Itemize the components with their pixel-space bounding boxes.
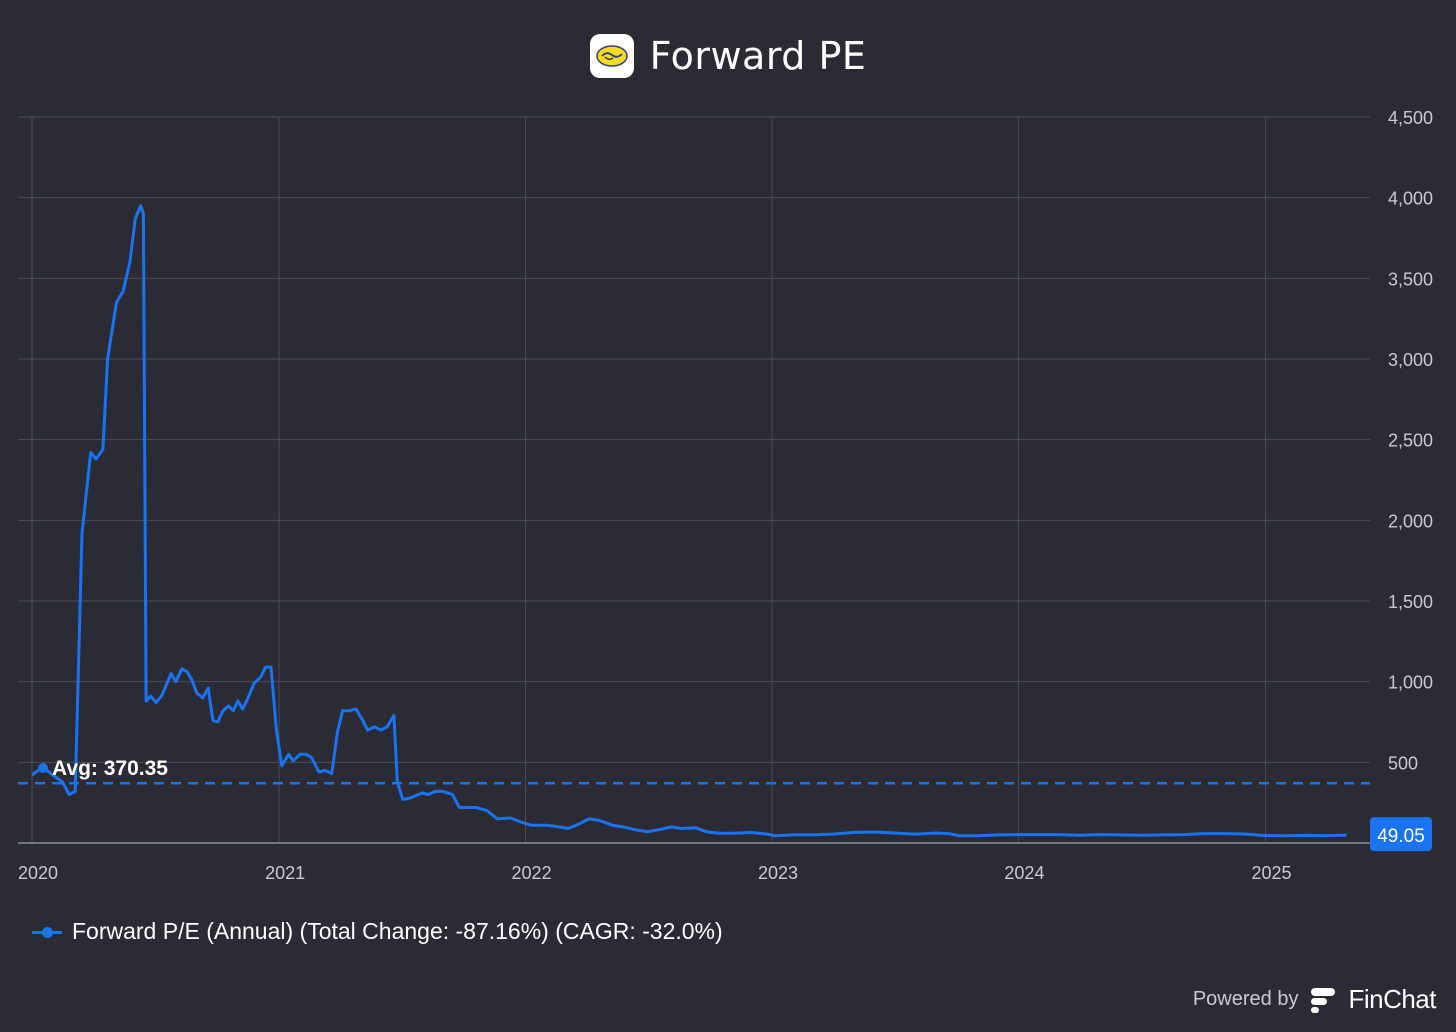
x-tick-label: 2020 (18, 863, 58, 883)
line-chart: 500 1,000 1,500 2,000 2,500 3,000 3,500 4,000 4,… (18, 108, 1433, 883)
last-value-badge (1370, 817, 1432, 852)
y-tick-label: 4,500 (1388, 108, 1433, 128)
chart-legend[interactable]: Forward P/E (Annual) (Total Change: -87.… (32, 918, 723, 945)
x-tick-label: 2021 (265, 863, 305, 883)
y-tick-label: 1,500 (1388, 592, 1433, 612)
y-tick-label: 500 (1388, 753, 1418, 773)
y-tick-label: 3,000 (1388, 350, 1433, 370)
x-tick-label: 2025 (1252, 863, 1292, 883)
finchat-logo-icon (1311, 987, 1336, 1013)
legend-line-marker-icon (32, 922, 62, 942)
y-tick-label: 2,000 (1388, 511, 1433, 531)
y-tick-label: 2,500 (1388, 431, 1433, 451)
y-tick-label: 4,000 (1388, 189, 1433, 209)
x-tick-label: 2023 (758, 863, 798, 883)
chart-title: Forward PE (649, 34, 867, 78)
chart-header: Forward PE (0, 34, 1456, 78)
x-tick-label: 2024 (1004, 863, 1044, 883)
average-dot (38, 763, 48, 773)
handshake-logo-icon (589, 34, 634, 78)
last-value-label: 49.05 (1377, 826, 1425, 847)
finchat-brand: FinChat (1348, 984, 1436, 1014)
y-tick-label: 1,000 (1388, 673, 1433, 693)
legend-label: Forward P/E (Annual) (Total Change: -87.… (72, 918, 723, 944)
powered-by-footer[interactable]: Powered by FinChat (1192, 984, 1437, 1015)
x-tick-label: 2022 (512, 863, 552, 883)
y-tick-label: 3,500 (1388, 269, 1433, 289)
series-line (31, 204, 1347, 838)
powered-by-text: Powered by (1192, 988, 1299, 1010)
average-label: Avg: 370.35 (52, 757, 168, 780)
